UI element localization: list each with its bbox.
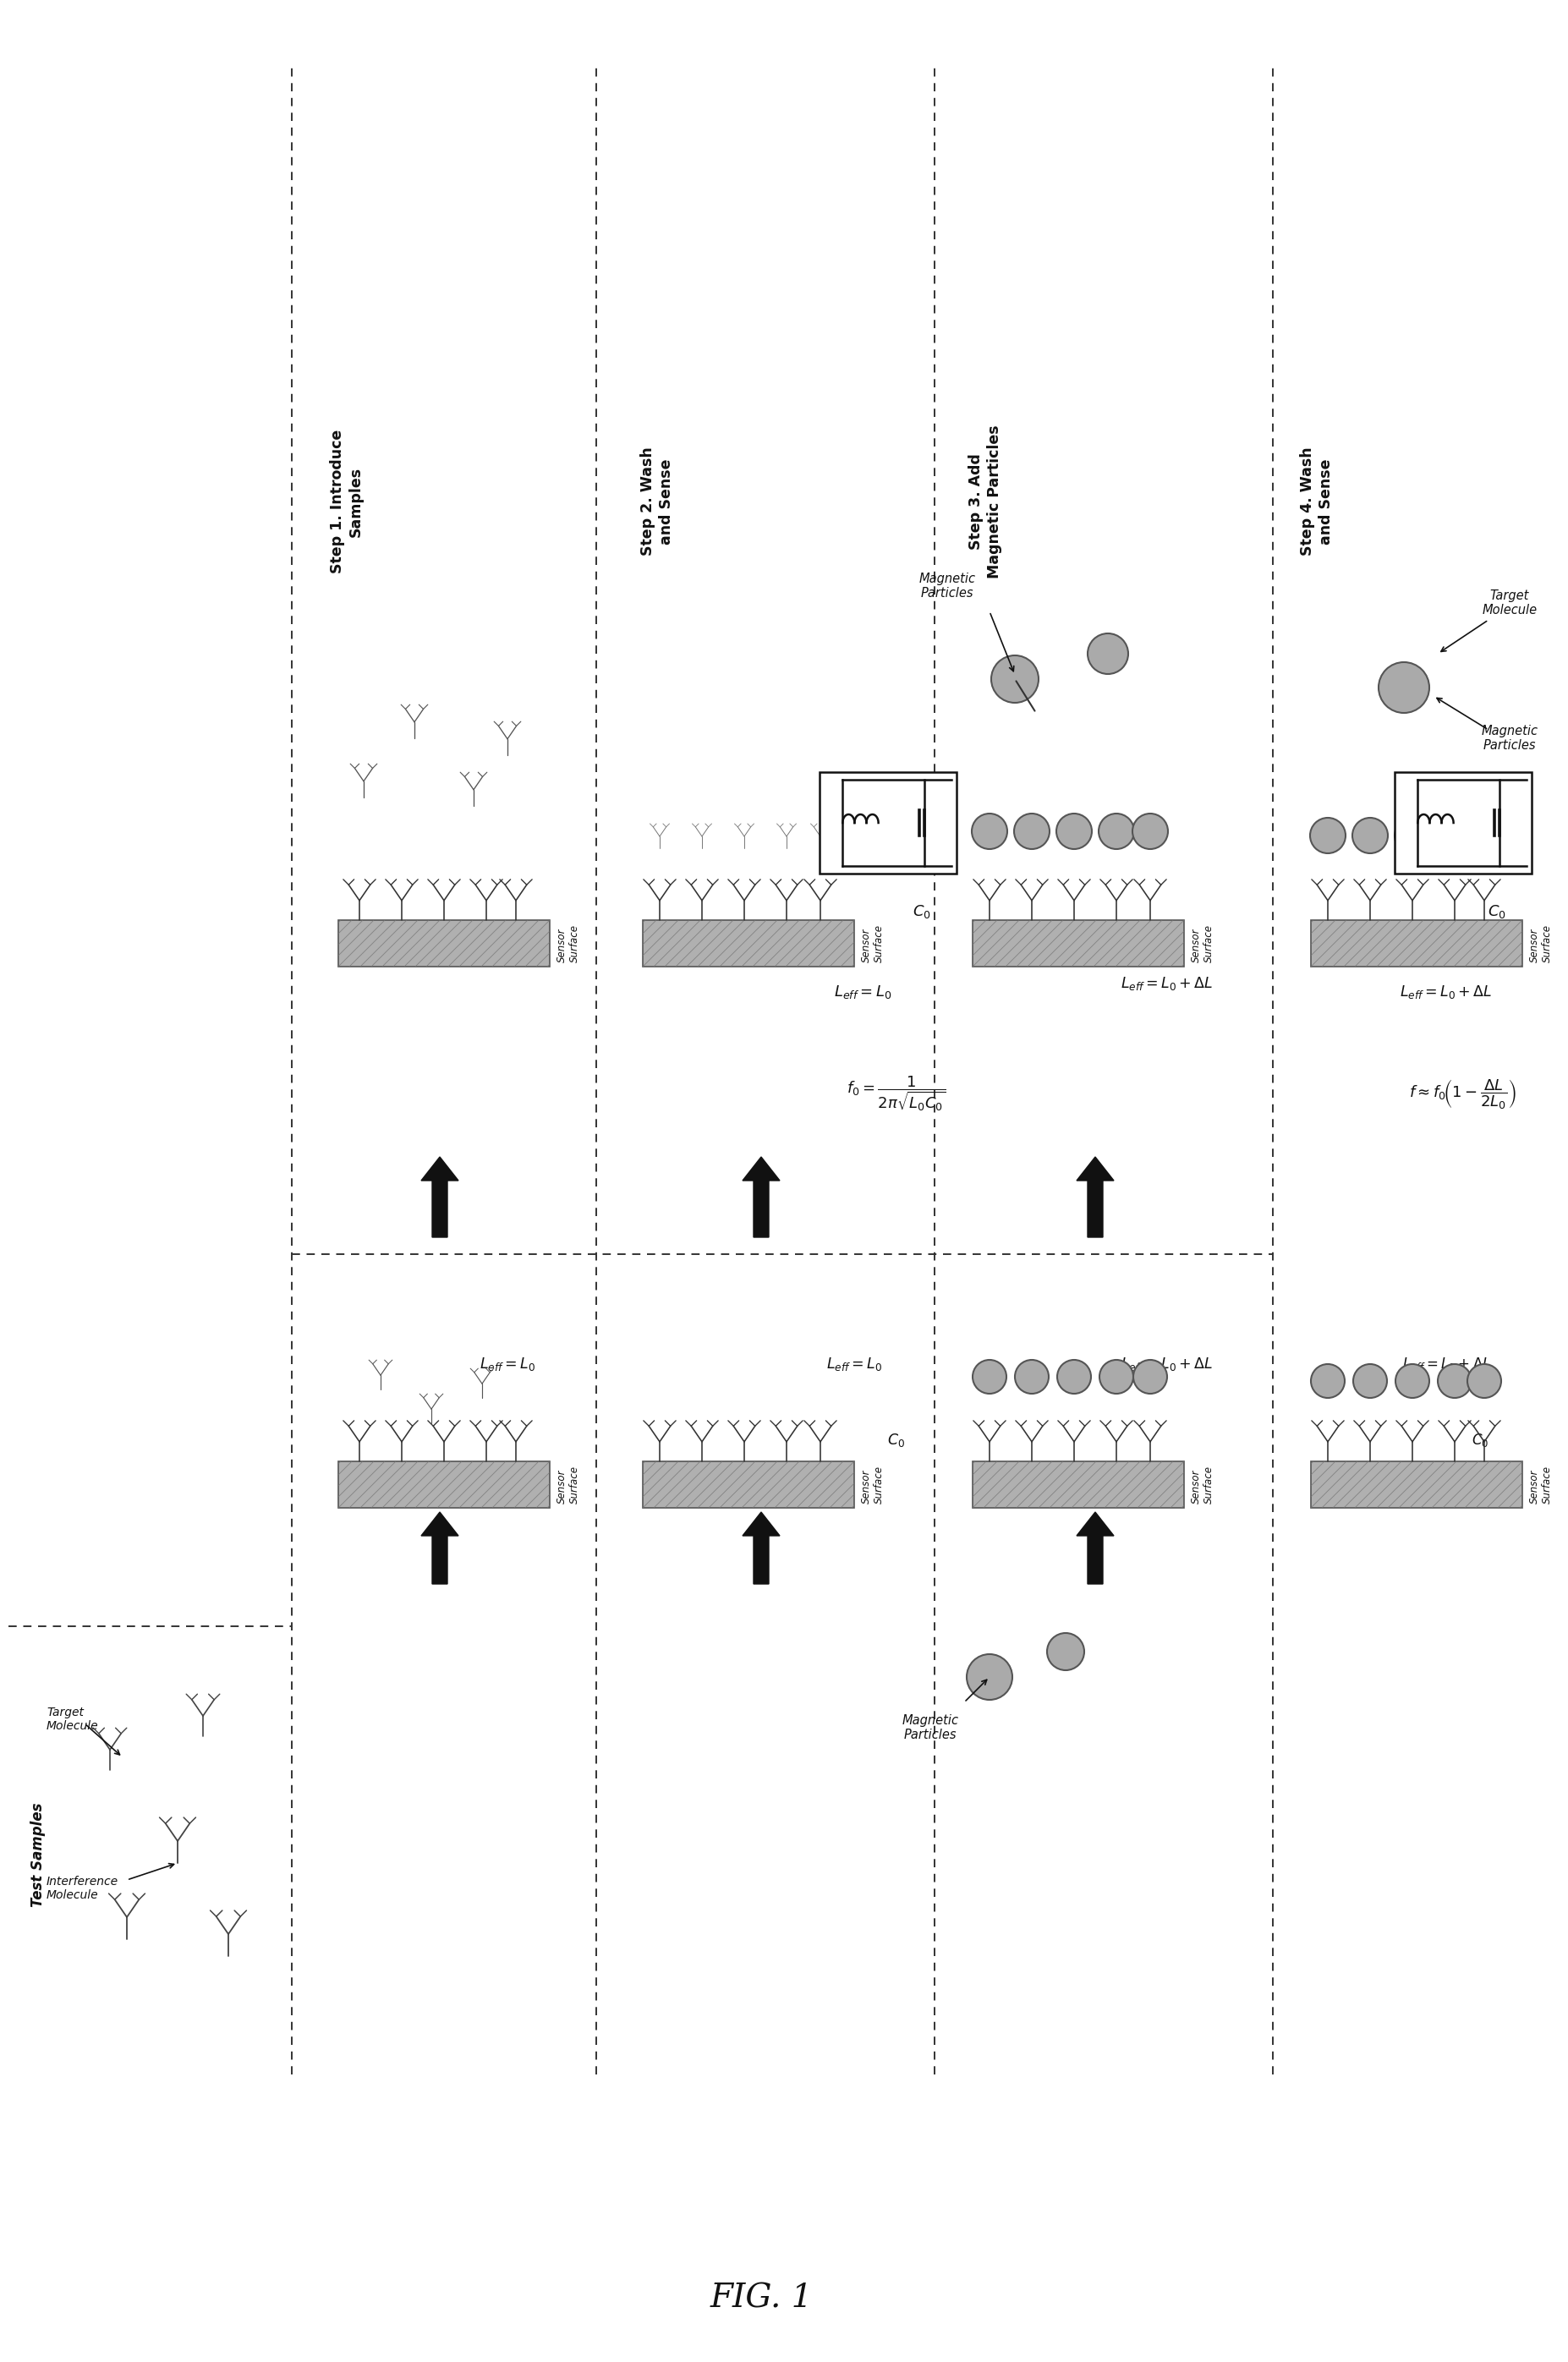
Bar xyxy=(339,921,550,966)
Ellipse shape xyxy=(1099,1361,1134,1394)
Ellipse shape xyxy=(1047,1632,1083,1670)
Ellipse shape xyxy=(1134,1361,1167,1394)
Text: $L_{eff} = L_0 + \Delta L$: $L_{eff} = L_0 + \Delta L$ xyxy=(1121,976,1214,992)
Text: Interference
Molecule: Interference Molecule xyxy=(47,1875,119,1901)
Text: Magnetic
Particles: Magnetic Particles xyxy=(902,1715,958,1741)
Ellipse shape xyxy=(1309,817,1345,853)
Ellipse shape xyxy=(1378,661,1430,713)
Text: $L_{eff} = L_0 + \Delta L$: $L_{eff} = L_0 + \Delta L$ xyxy=(1402,1356,1491,1372)
Bar xyxy=(972,1462,1184,1507)
Text: Sensor
Surface: Sensor Surface xyxy=(1529,924,1552,961)
Ellipse shape xyxy=(967,1653,1013,1701)
Bar xyxy=(972,921,1184,966)
Ellipse shape xyxy=(1088,633,1129,673)
Ellipse shape xyxy=(1311,1365,1345,1398)
Bar xyxy=(1311,921,1523,966)
Ellipse shape xyxy=(1099,813,1134,848)
Text: Sensor
Surface: Sensor Surface xyxy=(861,924,884,961)
Ellipse shape xyxy=(1396,1365,1430,1398)
Text: Target
Molecule: Target Molecule xyxy=(1482,588,1537,616)
Bar xyxy=(643,921,855,966)
Text: $f \approx f_0\!\left(1 - \dfrac{\Delta L}{2L_0}\right)$: $f \approx f_0\!\left(1 - \dfrac{\Delta … xyxy=(1410,1077,1516,1110)
Ellipse shape xyxy=(1394,817,1430,853)
Ellipse shape xyxy=(972,1361,1007,1394)
Text: Sensor
Surface: Sensor Surface xyxy=(1190,924,1215,961)
Ellipse shape xyxy=(1057,1361,1091,1394)
Text: $C_0$: $C_0$ xyxy=(913,902,931,921)
Text: Sensor
Surface: Sensor Surface xyxy=(861,1464,884,1505)
FancyArrow shape xyxy=(422,1157,458,1238)
Ellipse shape xyxy=(1438,1365,1472,1398)
FancyArrow shape xyxy=(1077,1157,1113,1238)
Text: $C_0$: $C_0$ xyxy=(1471,1431,1488,1448)
Ellipse shape xyxy=(1132,813,1168,848)
Text: $C_0$: $C_0$ xyxy=(1488,902,1507,921)
Bar xyxy=(1311,1462,1523,1507)
Text: $L_{eff} = L_0 + \Delta L$: $L_{eff} = L_0 + \Delta L$ xyxy=(1121,1356,1214,1372)
Text: Sensor
Surface: Sensor Surface xyxy=(557,1464,580,1505)
Text: Magnetic
Particles: Magnetic Particles xyxy=(919,572,975,600)
Text: Step 1. Introduce
Samples: Step 1. Introduce Samples xyxy=(329,430,364,574)
Ellipse shape xyxy=(1468,1365,1501,1398)
Bar xyxy=(818,772,956,874)
Text: $L_{eff} = L_0$: $L_{eff} = L_0$ xyxy=(826,1356,883,1372)
Ellipse shape xyxy=(1436,817,1472,853)
Ellipse shape xyxy=(1353,1365,1388,1398)
Ellipse shape xyxy=(1352,817,1388,853)
Ellipse shape xyxy=(991,654,1038,704)
Bar xyxy=(1394,772,1532,874)
Ellipse shape xyxy=(1014,1361,1049,1394)
Ellipse shape xyxy=(972,813,1007,848)
Text: $L_{eff} = L_0$: $L_{eff} = L_0$ xyxy=(834,983,892,1001)
Text: Sensor
Surface: Sensor Surface xyxy=(1529,1464,1552,1505)
Text: $C_0$: $C_0$ xyxy=(887,1431,905,1448)
Text: Step 2. Wash
and Sense: Step 2. Wash and Sense xyxy=(640,446,674,555)
Text: Step 3. Add
Magnetic Particles: Step 3. Add Magnetic Particles xyxy=(969,425,1002,579)
Text: FIG. 1: FIG. 1 xyxy=(710,2284,812,2315)
Text: Sensor
Surface: Sensor Surface xyxy=(1190,1464,1215,1505)
Text: Sensor
Surface: Sensor Surface xyxy=(557,924,580,961)
Bar xyxy=(643,1462,855,1507)
Ellipse shape xyxy=(1014,813,1049,848)
Text: Target
Molecule: Target Molecule xyxy=(47,1705,99,1731)
FancyArrow shape xyxy=(743,1157,779,1238)
Ellipse shape xyxy=(1057,813,1091,848)
Ellipse shape xyxy=(1466,817,1502,853)
Text: $L_{eff} = L_0 + \Delta L$: $L_{eff} = L_0 + \Delta L$ xyxy=(1400,983,1493,1001)
FancyArrow shape xyxy=(1077,1512,1113,1585)
Text: Step 4. Wash
and Sense: Step 4. Wash and Sense xyxy=(1300,446,1334,555)
FancyArrow shape xyxy=(422,1512,458,1585)
Text: $f_0 = \dfrac{1}{2\pi\sqrt{L_0 C_0}}$: $f_0 = \dfrac{1}{2\pi\sqrt{L_0 C_0}}$ xyxy=(847,1075,946,1113)
Text: Test Samples: Test Samples xyxy=(30,1802,45,1906)
FancyArrow shape xyxy=(743,1512,779,1585)
Text: $L_{eff} = L_0$: $L_{eff} = L_0$ xyxy=(480,1356,535,1372)
Text: Magnetic
Particles: Magnetic Particles xyxy=(1482,725,1538,751)
Bar xyxy=(339,1462,550,1507)
